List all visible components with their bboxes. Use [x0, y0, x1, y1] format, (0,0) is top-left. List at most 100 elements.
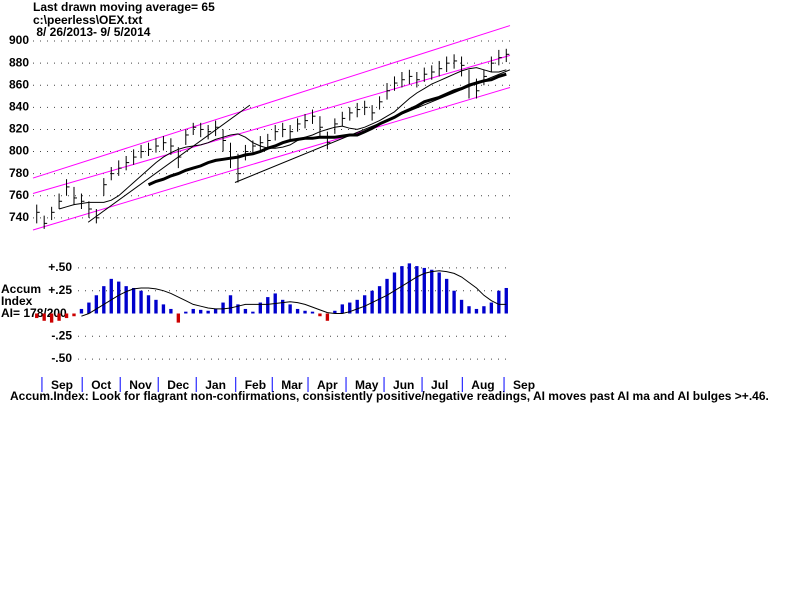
accum-bar: [221, 302, 225, 314]
x-tick-label: Jul: [431, 378, 448, 392]
accum-bar: [333, 310, 337, 314]
subtitle: c:\peerless\OEX.txt: [33, 13, 142, 27]
x-tick-label: Dec: [167, 378, 189, 392]
accum-bar: [117, 281, 121, 314]
accum-bar: [124, 286, 128, 314]
line-series: [81, 270, 507, 317]
trend-line: [87, 104, 251, 223]
accum-bar: [42, 313, 46, 321]
x-tick-label: Aug: [471, 378, 494, 392]
accum-bar: [131, 287, 136, 314]
accum-bar: [102, 286, 106, 314]
accum-bar: [281, 299, 285, 314]
accum-bar: [49, 313, 54, 323]
x-tick-label: Feb: [245, 378, 266, 392]
accum-bar: [266, 297, 270, 314]
accum-bar: [489, 302, 494, 314]
accum-bar: [236, 304, 240, 314]
accum-bar: [154, 299, 158, 314]
accum-bar: [467, 306, 471, 314]
y-label: Index: [1, 294, 33, 308]
accum-bar: [176, 313, 181, 323]
x-tick-label: Jan: [205, 378, 226, 392]
accum-bar: [228, 295, 233, 314]
y-tick-label: -.25: [51, 328, 72, 342]
accum-bar: [422, 267, 426, 314]
accum-bar: [87, 302, 91, 314]
accum-bar: [191, 308, 195, 314]
accum-bar: [377, 286, 382, 314]
accum-bar: [303, 310, 307, 314]
x-tick-label: Sep: [513, 378, 535, 392]
x-tick-label: Nov: [129, 378, 152, 392]
x-tick-label: Mar: [281, 378, 303, 392]
trend-line: [32, 54, 511, 195]
accum-bar: [407, 263, 412, 314]
trend-line: [32, 25, 511, 179]
accum-bar: [57, 313, 61, 321]
x-tick-label: Jun: [393, 378, 414, 392]
accum-bar: [258, 302, 262, 314]
accum-bar: [355, 299, 359, 314]
accum-bar: [288, 304, 292, 314]
y-label: Accum: [1, 282, 41, 296]
accum-bar: [340, 304, 344, 314]
accum-bar: [139, 290, 143, 314]
accum-bar: [430, 269, 434, 314]
x-tick-label: Sep: [51, 378, 73, 392]
accum-bar: [504, 287, 508, 314]
accum-bar: [459, 299, 464, 314]
accum-bar: [310, 311, 315, 314]
accum-bar: [243, 308, 248, 314]
accum-bar: [348, 302, 352, 314]
accum-bar: [199, 309, 203, 314]
accum-bar: [184, 311, 188, 314]
y-tick-label: 800: [9, 144, 29, 158]
y-tick-label: 860: [9, 77, 29, 91]
y-tick-label: 760: [9, 188, 29, 202]
accum-bar: [79, 308, 84, 314]
accum-bar: [385, 278, 389, 314]
accum-bar: [318, 313, 322, 317]
accum-bar: [400, 266, 404, 314]
accum-bar: [325, 313, 330, 321]
y-tick-label: +.50: [48, 260, 72, 274]
accum-bar: [64, 313, 69, 319]
chart-title: Last drawn moving average= 65: [33, 0, 215, 14]
accum-bar: [35, 313, 39, 319]
y-tick-label: 820: [9, 122, 29, 136]
accum-bar: [146, 295, 151, 314]
accum-bar: [482, 306, 486, 314]
accum-bar: [169, 308, 173, 314]
x-tick-label: May: [355, 378, 379, 392]
accum-bar: [444, 278, 449, 314]
accum-bar: [415, 266, 419, 314]
y-tick-label: -.50: [51, 351, 72, 365]
y-tick-label: 780: [9, 166, 29, 180]
accum-bar: [161, 304, 166, 314]
accum-bar: [251, 311, 255, 314]
ai-label: AI= 178/200: [1, 306, 67, 320]
trend-line: [32, 86, 511, 231]
y-tick-label: 740: [9, 210, 29, 224]
y-tick-label: +.25: [48, 283, 72, 297]
accum-bar: [213, 308, 218, 314]
accum-bar: [72, 313, 76, 317]
y-tick-label: 840: [9, 100, 29, 114]
x-tick-label: Apr: [317, 378, 338, 392]
accum-bar: [474, 308, 479, 314]
accum-bar: [295, 308, 300, 314]
date-range: 8/ 26/2013- 9/ 5/2014: [33, 25, 151, 39]
y-tick-label: 900: [9, 33, 29, 47]
accum-bar: [452, 290, 456, 314]
accum-bar: [392, 272, 397, 314]
accum-bar: [362, 295, 367, 314]
accum-bar: [94, 295, 99, 314]
accum-bar: [109, 278, 113, 314]
x-tick-label: Oct: [91, 378, 111, 392]
line-series: [58, 67, 507, 210]
y-tick-label: 880: [9, 55, 29, 69]
accum-bar: [497, 290, 501, 314]
accum-bar: [437, 272, 441, 314]
